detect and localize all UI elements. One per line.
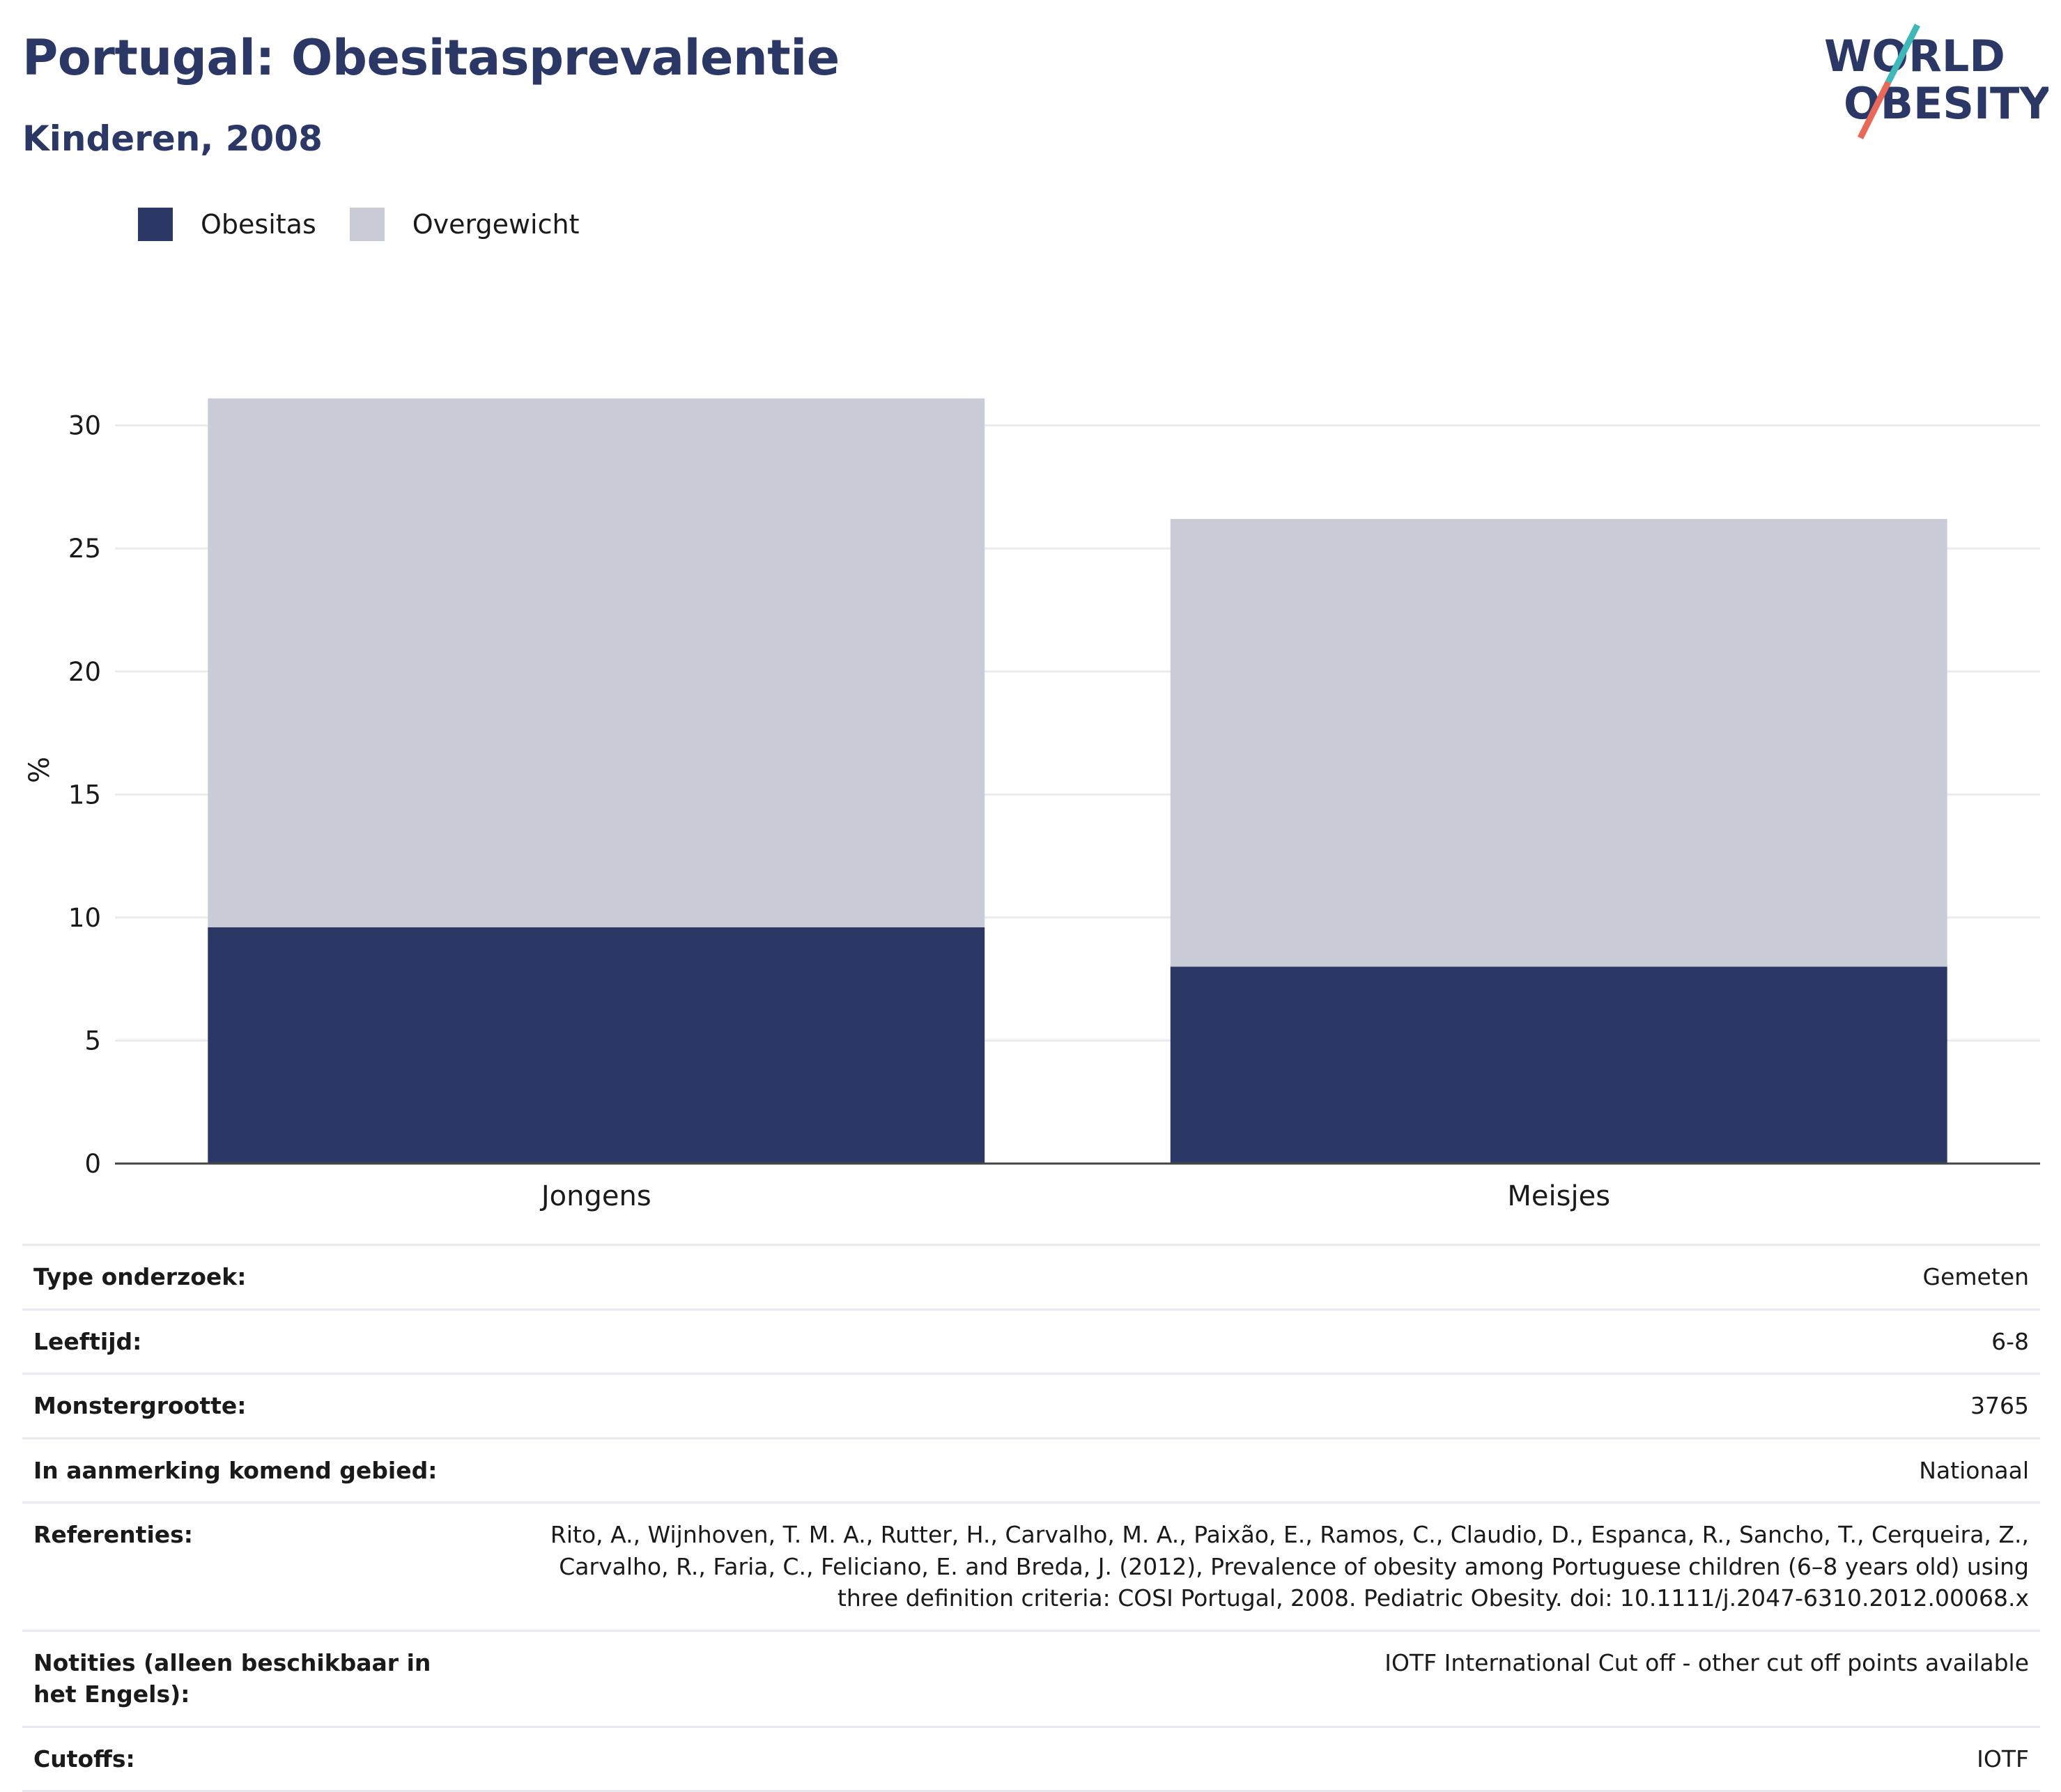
y-tick-label: 0 — [84, 1149, 101, 1179]
y-tick-label: 15 — [68, 780, 101, 810]
bar-overgewicht-meisjes — [1170, 518, 1947, 967]
legend-label-obesitas: Obesitas — [201, 209, 316, 240]
logo-slash-top — [1885, 23, 1921, 84]
metadata-value: IOTF International Cut off - other cut o… — [491, 1630, 2040, 1728]
metadata-value: Rito, A., Wijnhoven, T. M. A., Rutter, H… — [491, 1502, 2040, 1632]
bar-obesitas-jongens — [208, 927, 985, 1164]
metadata-value: IOTF — [491, 1727, 2040, 1792]
metadata-key: Notities (alleen beschikbaar in het Enge… — [22, 1630, 491, 1728]
bar-overgewicht-jongens — [208, 398, 985, 927]
metadata-key: Cutoffs: — [22, 1727, 491, 1792]
legend-swatch-obesitas — [138, 208, 173, 241]
metadata-value: Gemeten — [491, 1244, 2040, 1311]
y-tick-label: 20 — [68, 657, 101, 687]
metadata-table: Type onderzoek: Gemeten Leeftijd: 6-8 Monste… — [22, 1244, 2040, 1792]
metadata-row: Cutoffs: IOTF — [22, 1727, 2040, 1792]
y-tick-label: 30 — [68, 411, 101, 441]
metadata-row: In aanmerking komend gebied: Nationaal — [22, 1438, 2040, 1504]
legend-label-overgewicht: Overgewicht — [412, 209, 580, 240]
y-tick-label: 25 — [68, 534, 101, 564]
metadata-row: Notities (alleen beschikbaar in het Enge… — [22, 1630, 2040, 1728]
metadata-row: Leeftijd: 6-8 — [22, 1309, 2040, 1375]
metadata-row: Referenties: Rito, A., Wijnhoven, T. M. A… — [22, 1502, 2040, 1632]
legend-swatch-overgewicht — [349, 208, 385, 241]
metadata-key: Referenties: — [22, 1502, 491, 1632]
chart-legend: Obesitas Overgewicht — [138, 208, 613, 241]
metadata-value: 6-8 — [491, 1309, 2040, 1375]
metadata-key: Monstergrootte: — [22, 1373, 491, 1439]
x-tick-label: Jongens — [539, 1180, 651, 1212]
stacked-bar-chart: 0 5 10 15 20 25 30% Jongens Meisjes — [24, 398, 2040, 1212]
world-obesity-logo: WORLD OBESITY — [1824, 23, 2048, 140]
metadata-value: 3765 — [491, 1373, 2040, 1439]
metadata-row: Type onderzoek: Gemeten — [22, 1244, 2040, 1311]
y-tick-label: 5 — [84, 1026, 101, 1056]
logo-line1: WORLD — [1824, 31, 2005, 82]
y-tick-label: 10 — [68, 903, 101, 933]
metadata-key: Type onderzoek: — [22, 1244, 491, 1311]
logo-slash-bottom — [1857, 80, 1892, 140]
page-subtitle: Kinderen, 2008 — [22, 118, 323, 159]
metadata-value: Nationaal — [491, 1438, 2040, 1504]
metadata-row: Monstergrootte: 3765 — [22, 1373, 2040, 1439]
page-title: Portugal: Obesitasprevalentie — [22, 29, 840, 86]
legend-item-overgewicht[interactable]: Overgewicht — [349, 208, 580, 241]
metadata-key: Leeftijd: — [22, 1309, 491, 1375]
y-axis-label: % — [24, 757, 56, 783]
bar-obesitas-meisjes — [1170, 966, 1947, 1164]
x-tick-label: Meisjes — [1507, 1180, 1610, 1212]
metadata-key: In aanmerking komend gebied: — [22, 1438, 491, 1504]
legend-item-obesitas[interactable]: Obesitas — [138, 208, 316, 241]
